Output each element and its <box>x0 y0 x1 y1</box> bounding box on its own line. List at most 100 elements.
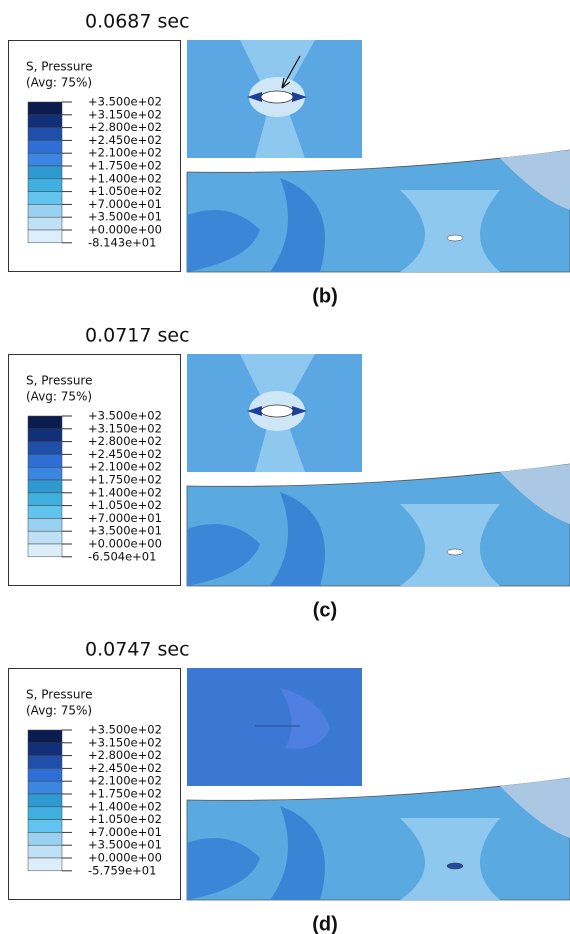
contour-region <box>500 464 570 524</box>
legend-value: -5.759e+01 <box>88 863 156 877</box>
legend-value: +2.100e+02 <box>88 774 162 788</box>
legend-value: +3.150e+02 <box>88 107 162 121</box>
legend-swatch <box>27 140 63 154</box>
legend-swatch <box>27 806 63 820</box>
legend-swatch <box>27 191 63 205</box>
contour-region <box>500 150 570 210</box>
legend-swatch <box>27 793 63 808</box>
legend-swatch <box>27 479 63 494</box>
legend-value: +1.050e+02 <box>88 498 162 512</box>
legend-value: +2.450e+02 <box>88 133 162 147</box>
contour-region <box>270 806 325 900</box>
legend-swatch <box>27 492 63 506</box>
legend-value: +1.400e+02 <box>88 485 162 499</box>
contour-region <box>187 524 260 586</box>
contour-region <box>240 354 315 472</box>
legend-swatch <box>27 415 63 430</box>
legend-value: +2.800e+02 <box>88 434 162 448</box>
legend-swatch <box>27 857 63 872</box>
legend-swatch <box>27 216 63 231</box>
legend-swatch <box>27 742 63 756</box>
legend-swatch <box>27 428 63 442</box>
panel-label: (c) <box>313 599 337 621</box>
legend-value: +2.800e+02 <box>88 748 162 762</box>
legend-title: S, Pressure <box>26 688 93 702</box>
contour-region <box>500 778 570 838</box>
void <box>260 90 294 104</box>
legend-value: +2.450e+02 <box>88 761 162 775</box>
legend-swatch <box>27 505 63 519</box>
legend-value: -6.504e+01 <box>88 549 156 563</box>
legend-swatch <box>27 466 63 481</box>
legend-value: +7.000e+01 <box>88 825 162 839</box>
time-label: 0.0687 sec <box>85 11 190 33</box>
legend-value: +1.050e+02 <box>88 812 162 826</box>
legend-swatch <box>27 152 63 167</box>
contour-region <box>280 688 330 749</box>
legend-swatch <box>27 229 63 244</box>
void <box>446 234 464 242</box>
contour-region <box>187 210 260 272</box>
legend-value: +3.500e+02 <box>88 409 162 423</box>
legend-value: +2.800e+02 <box>88 120 162 134</box>
legend-value: +7.000e+01 <box>88 511 162 525</box>
legend-swatch <box>27 780 63 795</box>
legend-value: +3.500e+01 <box>88 838 162 852</box>
legend-value: +3.500e+02 <box>88 723 162 737</box>
time-label: 0.0747 sec <box>85 639 190 661</box>
legend-swatch <box>27 127 63 141</box>
contour-region <box>400 504 500 586</box>
legend-subtitle: (Avg: 75%) <box>26 76 92 90</box>
legend-subtitle: (Avg: 75%) <box>26 390 92 404</box>
contour-region <box>240 40 315 158</box>
legend-swatch <box>27 844 63 859</box>
legend-swatch <box>27 755 63 769</box>
panel-label: (d) <box>312 913 338 934</box>
legend-value: +1.400e+02 <box>88 171 162 185</box>
contour-top <box>187 668 362 786</box>
legend-swatch <box>27 204 63 218</box>
legend-subtitle: (Avg: 75%) <box>26 704 92 718</box>
contour-region <box>400 190 500 272</box>
legend-swatch <box>27 454 63 468</box>
panel: 0.0717 sec S, Pressure (Avg: 75%) +3.500e+0… <box>8 325 570 621</box>
panel: 0.0687 sec S, Pressure (Avg: 75%) +3.500e+0… <box>8 11 570 307</box>
legend-title: S, Pressure <box>26 60 93 74</box>
contour-region <box>187 838 260 900</box>
legend-value: +7.000e+01 <box>88 197 162 211</box>
time-label: 0.0717 sec <box>85 325 190 347</box>
legend-title: S, Pressure <box>26 374 93 388</box>
legend-value: +2.450e+02 <box>88 447 162 461</box>
legend-value: +3.500e+02 <box>88 95 162 109</box>
legend-value: +1.750e+02 <box>88 787 162 801</box>
legend-swatch <box>27 178 63 192</box>
legend-swatch <box>27 114 63 128</box>
contour-region <box>270 492 325 586</box>
legend-value: +1.750e+02 <box>88 159 162 173</box>
legend-value: +0.000e+00 <box>88 223 162 237</box>
void <box>260 404 294 418</box>
legend-swatch <box>27 543 63 558</box>
legend-swatch <box>27 819 63 833</box>
legend-value: +3.150e+02 <box>88 421 162 435</box>
legend-value: +1.050e+02 <box>88 184 162 198</box>
legend-swatch <box>27 832 63 846</box>
legend-swatch <box>27 518 63 532</box>
legend-value: +3.500e+01 <box>88 210 162 224</box>
contour-region <box>400 818 500 900</box>
panel-label: (b) <box>312 285 338 307</box>
arrow <box>281 55 301 89</box>
legend-value: +1.400e+02 <box>88 799 162 813</box>
legend-value: +2.100e+02 <box>88 460 162 474</box>
legend-swatch <box>27 101 63 116</box>
legend-value: +3.500e+01 <box>88 524 162 538</box>
contour-region <box>270 178 325 272</box>
legend-swatch <box>27 165 63 180</box>
void <box>446 862 464 870</box>
legend-swatch <box>27 729 63 744</box>
panel: 0.0747 sec S, Pressure (Avg: 75%) +3.500e+0… <box>8 639 570 934</box>
void <box>446 548 464 556</box>
legend-value: +0.000e+00 <box>88 537 162 551</box>
legend-value: +2.100e+02 <box>88 146 162 160</box>
